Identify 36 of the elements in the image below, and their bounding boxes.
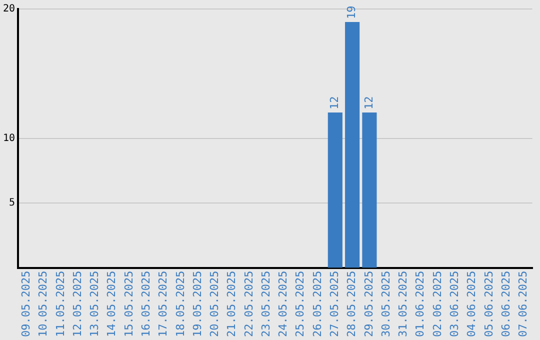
x-tick-label: 07.06.2025	[516, 270, 530, 338]
x-tick-label: 25.05.2025	[294, 270, 307, 338]
x-tick-label: 02.06.2025	[430, 270, 444, 338]
x-tick-label: 13.05.2025	[88, 270, 102, 338]
x-tick-label: 21.05.2025	[225, 270, 238, 338]
x-tick-label: 22.05.2025	[242, 270, 256, 338]
data-label: 12	[328, 96, 342, 110]
x-tick-label: 19.05.2025	[190, 270, 204, 338]
data-label: 19	[345, 6, 358, 19]
data-label: 12	[362, 96, 376, 110]
y-tick-label: 5	[9, 198, 16, 209]
x-tick-label: 29.05.2025	[362, 270, 376, 338]
y-tick-label: 20	[2, 4, 16, 15]
x-tick-label: 31.05.2025	[396, 270, 410, 338]
x-tick-label: 24.05.2025	[276, 270, 290, 338]
x-tick-label: 23.05.2025	[259, 270, 272, 338]
x-tick-label: 16.05.2025	[139, 270, 152, 338]
x-tick-label: 10.05.2025	[36, 270, 50, 338]
x-tick-label: 14.05.2025	[105, 270, 118, 338]
x-tick-label: 06.06.2025	[499, 270, 512, 338]
y-tick-label: 10	[2, 132, 16, 144]
x-tick-label: 01.06.2025	[414, 270, 427, 338]
x-tick-label: 30.05.2025	[379, 270, 392, 338]
x-tick-label: 04.06.2025	[465, 270, 478, 338]
x-tick-label: 11.05.2025	[54, 270, 67, 338]
x-tick-label: 18.05.2025	[174, 270, 187, 338]
x-tick-label: 09.05.2025	[19, 270, 32, 338]
x-tick-label: 20.05.2025	[208, 270, 222, 338]
x-tick-label: 05.06.2025	[482, 270, 496, 338]
x-tick-label: 12.05.2025	[70, 270, 84, 338]
x-tick-label: 17.05.2025	[156, 270, 170, 338]
x-tick-label: 28.05.2025	[345, 270, 358, 338]
x-tick-label: 15.05.2025	[122, 270, 136, 338]
x-tick-label: 26.05.2025	[310, 270, 324, 338]
x-tick-label: 27.05.2025	[328, 270, 342, 338]
x-tick-label: 03.06.2025	[448, 270, 462, 338]
